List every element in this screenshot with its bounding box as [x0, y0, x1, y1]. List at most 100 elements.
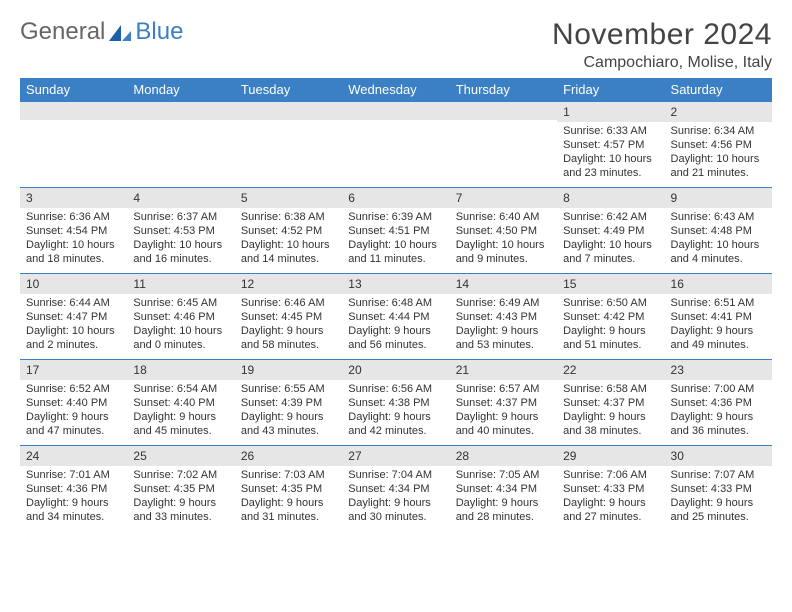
daylight-text: Daylight: 10 hours — [671, 152, 766, 166]
sunrise-text: Sunrise: 6:42 AM — [563, 210, 658, 224]
daylight-text: Daylight: 10 hours — [133, 238, 228, 252]
month-title: November 2024 — [552, 18, 772, 52]
day-details: Sunrise: 6:38 AMSunset: 4:52 PMDaylight:… — [235, 208, 342, 270]
daylight-text: Daylight: 10 hours — [26, 238, 121, 252]
sunrise-text: Sunrise: 6:55 AM — [241, 382, 336, 396]
day-details: Sunrise: 6:37 AMSunset: 4:53 PMDaylight:… — [127, 208, 234, 270]
day-number: 6 — [342, 188, 449, 208]
calendar-cell: 22Sunrise: 6:58 AMSunset: 4:37 PMDayligh… — [557, 360, 664, 446]
sunset-text: Sunset: 4:40 PM — [133, 396, 228, 410]
daylight-text: Daylight: 10 hours — [26, 324, 121, 338]
day-details: Sunrise: 6:58 AMSunset: 4:37 PMDaylight:… — [557, 380, 664, 442]
sunset-text: Sunset: 4:46 PM — [133, 310, 228, 324]
calendar-cell: 8Sunrise: 6:42 AMSunset: 4:49 PMDaylight… — [557, 188, 664, 274]
daylight-text: and 23 minutes. — [563, 166, 658, 180]
day-number: 20 — [342, 360, 449, 380]
day-details: Sunrise: 6:55 AMSunset: 4:39 PMDaylight:… — [235, 380, 342, 442]
daylight-text: and 25 minutes. — [671, 510, 766, 524]
sunrise-text: Sunrise: 6:38 AM — [241, 210, 336, 224]
daylight-text: Daylight: 10 hours — [563, 152, 658, 166]
sunset-text: Sunset: 4:50 PM — [456, 224, 551, 238]
daylight-text: and 11 minutes. — [348, 252, 443, 266]
day-number: 19 — [235, 360, 342, 380]
daylight-text: and 42 minutes. — [348, 424, 443, 438]
calendar-cell — [20, 102, 127, 188]
day-details: Sunrise: 6:48 AMSunset: 4:44 PMDaylight:… — [342, 294, 449, 356]
calendar-cell: 21Sunrise: 6:57 AMSunset: 4:37 PMDayligh… — [450, 360, 557, 446]
title-block: November 2024 Campochiaro, Molise, Italy — [552, 18, 772, 72]
daylight-text: Daylight: 10 hours — [241, 238, 336, 252]
day-number: 4 — [127, 188, 234, 208]
calendar-cell: 2Sunrise: 6:34 AMSunset: 4:56 PMDaylight… — [665, 102, 772, 188]
day-number: 7 — [450, 188, 557, 208]
sunrise-text: Sunrise: 6:49 AM — [456, 296, 551, 310]
day-details: Sunrise: 6:50 AMSunset: 4:42 PMDaylight:… — [557, 294, 664, 356]
daylight-text: Daylight: 9 hours — [241, 496, 336, 510]
daylight-text: and 33 minutes. — [133, 510, 228, 524]
day-header: Monday — [127, 78, 234, 102]
daylight-text: and 9 minutes. — [456, 252, 551, 266]
sunrise-text: Sunrise: 7:07 AM — [671, 468, 766, 482]
sunrise-text: Sunrise: 7:02 AM — [133, 468, 228, 482]
day-details: Sunrise: 7:02 AMSunset: 4:35 PMDaylight:… — [127, 466, 234, 528]
day-number: 8 — [557, 188, 664, 208]
day-number: 18 — [127, 360, 234, 380]
daylight-text: and 40 minutes. — [456, 424, 551, 438]
sunset-text: Sunset: 4:36 PM — [671, 396, 766, 410]
day-number: 16 — [665, 274, 772, 294]
logo-text-blue: Blue — [135, 18, 183, 46]
sunset-text: Sunset: 4:42 PM — [563, 310, 658, 324]
daylight-text: and 53 minutes. — [456, 338, 551, 352]
day-details: Sunrise: 6:33 AMSunset: 4:57 PMDaylight:… — [557, 122, 664, 184]
daylight-text: and 16 minutes. — [133, 252, 228, 266]
day-details: Sunrise: 6:56 AMSunset: 4:38 PMDaylight:… — [342, 380, 449, 442]
daylight-text: Daylight: 9 hours — [563, 324, 658, 338]
day-number: 22 — [557, 360, 664, 380]
day-number — [450, 102, 557, 120]
sunrise-text: Sunrise: 6:40 AM — [456, 210, 551, 224]
header-row: General Blue November 2024 Campochiaro, … — [20, 18, 772, 72]
location-label: Campochiaro, Molise, Italy — [552, 54, 772, 72]
day-details: Sunrise: 6:57 AMSunset: 4:37 PMDaylight:… — [450, 380, 557, 442]
sunset-text: Sunset: 4:41 PM — [671, 310, 766, 324]
daylight-text: and 56 minutes. — [348, 338, 443, 352]
daylight-text: and 7 minutes. — [563, 252, 658, 266]
sunrise-text: Sunrise: 6:39 AM — [348, 210, 443, 224]
day-number: 30 — [665, 446, 772, 466]
calendar-week-row: 24Sunrise: 7:01 AMSunset: 4:36 PMDayligh… — [20, 446, 772, 532]
day-header: Tuesday — [235, 78, 342, 102]
day-details: Sunrise: 6:34 AMSunset: 4:56 PMDaylight:… — [665, 122, 772, 184]
calendar-cell: 4Sunrise: 6:37 AMSunset: 4:53 PMDaylight… — [127, 188, 234, 274]
calendar-cell: 18Sunrise: 6:54 AMSunset: 4:40 PMDayligh… — [127, 360, 234, 446]
day-number: 24 — [20, 446, 127, 466]
daylight-text: and 30 minutes. — [348, 510, 443, 524]
daylight-text: and 49 minutes. — [671, 338, 766, 352]
day-details: Sunrise: 7:01 AMSunset: 4:36 PMDaylight:… — [20, 466, 127, 528]
calendar-week-row: 1Sunrise: 6:33 AMSunset: 4:57 PMDaylight… — [20, 102, 772, 188]
calendar-cell: 17Sunrise: 6:52 AMSunset: 4:40 PMDayligh… — [20, 360, 127, 446]
daylight-text: Daylight: 9 hours — [26, 496, 121, 510]
calendar-cell: 5Sunrise: 6:38 AMSunset: 4:52 PMDaylight… — [235, 188, 342, 274]
day-number: 17 — [20, 360, 127, 380]
sunrise-text: Sunrise: 6:48 AM — [348, 296, 443, 310]
day-number: 15 — [557, 274, 664, 294]
day-number: 10 — [20, 274, 127, 294]
daylight-text: Daylight: 9 hours — [133, 410, 228, 424]
daylight-text: Daylight: 9 hours — [26, 410, 121, 424]
day-number: 29 — [557, 446, 664, 466]
day-number: 25 — [127, 446, 234, 466]
sunset-text: Sunset: 4:53 PM — [133, 224, 228, 238]
calendar-cell — [450, 102, 557, 188]
day-number: 21 — [450, 360, 557, 380]
daylight-text: and 4 minutes. — [671, 252, 766, 266]
daylight-text: and 2 minutes. — [26, 338, 121, 352]
sunrise-text: Sunrise: 7:00 AM — [671, 382, 766, 396]
sunset-text: Sunset: 4:37 PM — [563, 396, 658, 410]
day-details: Sunrise: 6:44 AMSunset: 4:47 PMDaylight:… — [20, 294, 127, 356]
day-number: 28 — [450, 446, 557, 466]
sunset-text: Sunset: 4:38 PM — [348, 396, 443, 410]
daylight-text: Daylight: 9 hours — [133, 496, 228, 510]
sunset-text: Sunset: 4:33 PM — [563, 482, 658, 496]
sunset-text: Sunset: 4:49 PM — [563, 224, 658, 238]
daylight-text: Daylight: 9 hours — [671, 410, 766, 424]
